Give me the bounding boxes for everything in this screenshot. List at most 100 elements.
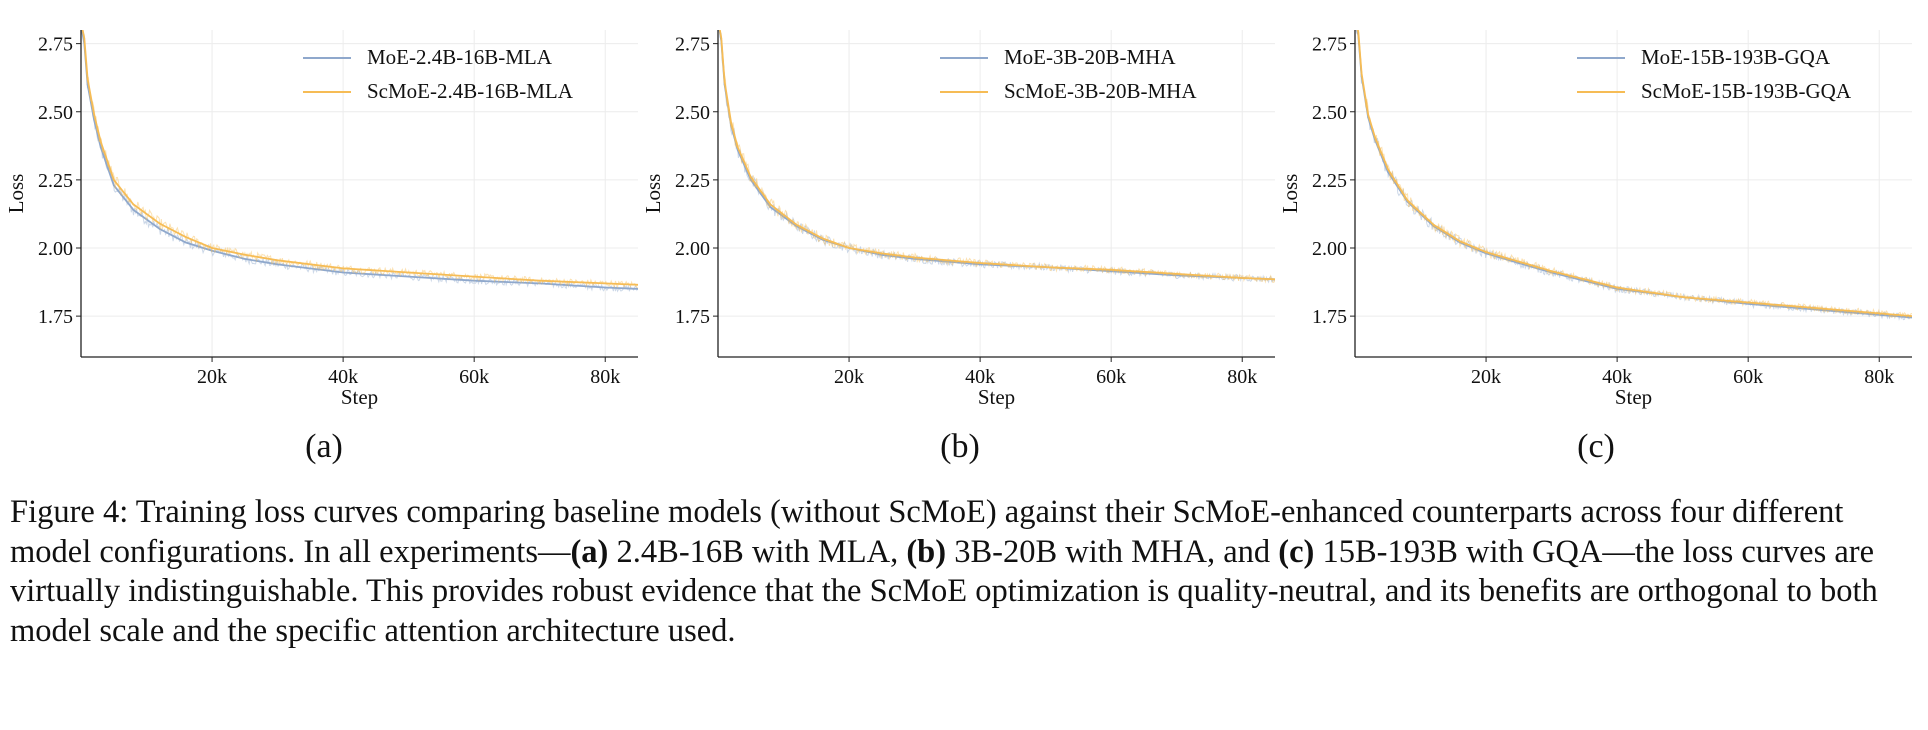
plot-area [1355,30,1912,321]
series-point-1 [913,258,916,260]
series-point-1 [979,263,981,266]
caption-text-2: 2.4B-16B with MLA, [608,533,907,570]
x-tick-label: 60k [1733,366,1763,388]
y-tick-label: 2.50 [675,102,710,124]
legend-label-1: MoE-2.4B-16B-MLA [367,45,553,69]
series-point-2 [604,282,607,285]
y-tick-label: 1.75 [38,306,73,328]
series-point-2 [538,279,541,282]
series-point-2 [1241,277,1244,279]
series-point-2 [1175,273,1178,275]
series-point-2 [749,176,752,178]
caption-bold-c: (c) [1278,533,1315,570]
series-point-1 [717,21,719,23]
series-point-2 [93,113,95,116]
series-point-1 [538,282,541,285]
y-tick-label: 2.75 [38,34,73,56]
series-point-2 [1386,168,1389,170]
series-point-2 [1518,260,1520,263]
series-point-2 [979,262,981,264]
series-point-1 [185,241,187,244]
series-point-2 [1583,278,1586,281]
caption-fig-label: Figure 4: [10,494,129,530]
series-point-2 [1274,278,1275,281]
series-point-2 [276,259,279,262]
series-point-2 [83,37,86,39]
series-point-2 [723,80,726,83]
series-line-1 [718,30,1275,281]
series-point-2 [1911,315,1912,317]
series-point-1 [1616,288,1618,290]
series-point-2 [769,203,772,206]
x-axis-label: Step [1615,385,1652,409]
series-point-1 [244,258,246,260]
series-point-1 [80,24,82,26]
series-point-2 [720,37,723,39]
series-point-2 [1367,113,1369,116]
series-point-1 [637,288,638,290]
series-point-1 [1386,170,1389,173]
y-tick-label: 1.75 [675,306,710,328]
series-point-2 [99,140,102,143]
series-noise-2 [719,30,1275,284]
legend-label-2: ScMoE-3B-20B-MHA [1004,79,1197,103]
y-tick-label: 2.00 [1312,238,1347,260]
x-tick-label: 20k [197,366,227,388]
x-tick-label: 40k [965,366,995,388]
series-point-2 [1044,266,1047,268]
caption-text-1: Training loss curves comparing baseline … [10,494,1844,570]
caption-bold-a: (a) [570,533,609,570]
series-point-2 [1373,135,1376,138]
series-point-2 [112,179,115,181]
series-point-1 [407,275,410,278]
series-point-2 [473,275,475,278]
y-tick-label: 2.50 [1312,102,1347,124]
series-point-1 [1747,303,1749,305]
series-point-2 [822,237,824,240]
series-point-2 [637,283,638,286]
x-tick-label: 20k [834,366,864,388]
y-tick-label: 2.25 [38,170,73,192]
series-point-2 [1110,269,1112,271]
series-point-1 [1175,274,1178,277]
series-point-2 [1616,286,1618,289]
caption-text-4: 15B-193B with GQA—the loss curves are vi… [10,533,1878,649]
legend-label-2: ScMoE-15B-193B-GQA [1641,79,1852,103]
y-tick-label: 2.25 [1312,170,1347,192]
series-point-2 [736,146,739,148]
legend-label-1: MoE-3B-20B-MHA [1004,45,1176,69]
series-point-2 [80,21,82,23]
y-tick-label: 2.75 [1312,34,1347,56]
series-point-2 [342,267,344,270]
series-point-2 [730,121,732,124]
x-tick-label: 40k [1602,366,1632,388]
chart-panel-1: 20k 40k 60k 80k 1.75 2.00 2.25 2.50 2.75 Step Loss… [4,21,638,409]
series-point-2 [407,271,410,274]
series-line-1 [81,30,638,290]
series-point-1 [211,249,213,252]
x-tick-label: 60k [1096,366,1126,388]
x-tick-label: 80k [1864,366,1894,388]
series-point-1 [1812,308,1815,311]
y-tick-label: 2.00 [38,238,73,260]
x-tick-label: 80k [590,366,620,388]
legend-label-1: MoE-15B-193B-GQA [1641,45,1831,69]
x-axis-label: Step [978,385,1015,409]
series-point-2 [1459,240,1461,242]
series-point-1 [276,263,279,266]
caption-text-3: 3B-20B with MHA, and [946,533,1279,570]
x-axis-label: Step [341,385,378,409]
series-point-1 [604,286,607,289]
panel-label-b: (b) [940,428,980,465]
series-point-1 [112,184,115,187]
series-point-1 [1911,316,1912,319]
series-point-2 [1878,312,1881,315]
charts-figure: 20k 40k 60k 80k 1.75 2.00 2.25 2.50 2.75 Step Loss… [4,21,1912,409]
series-point-2 [1747,301,1749,304]
y-tick-label: 1.75 [1312,306,1347,328]
series-point-2 [1432,224,1435,226]
series-line-2 [81,30,638,286]
series-point-1 [769,206,772,208]
chart-panel-2: 20k 40k 60k 80k 1.75 2.00 2.25 2.50 2.75 Step Loss… [641,21,1275,409]
plot-area [717,21,1275,284]
